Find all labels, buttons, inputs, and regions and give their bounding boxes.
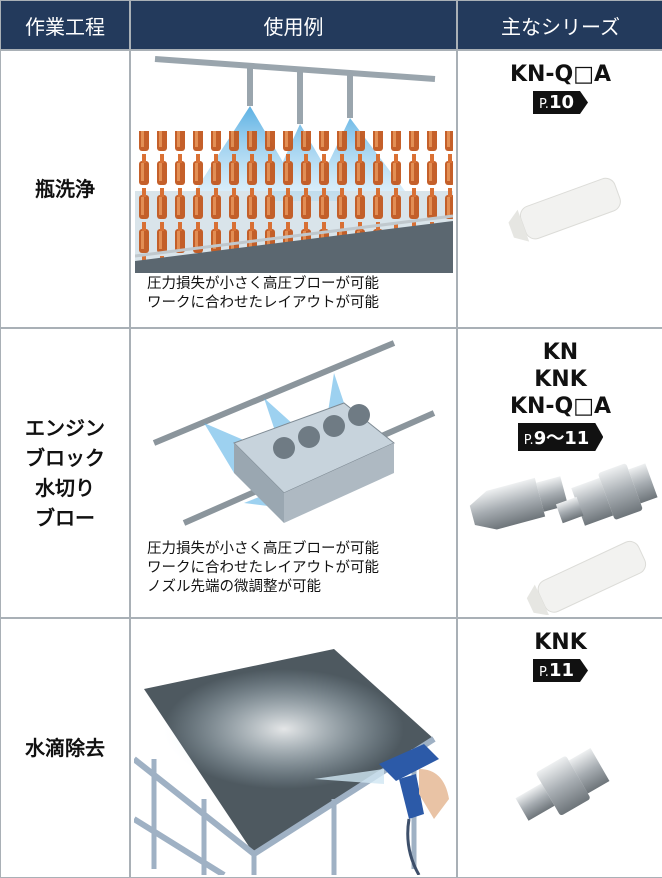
process-cell: エンジンブロック水切りブロー: [1, 329, 129, 617]
page-number: 9～11: [533, 428, 590, 449]
text-line: 水滴除去: [25, 736, 105, 760]
text-line: 水切り: [35, 476, 95, 500]
engine-block-illustration: [152, 340, 435, 526]
text-line: KN-Q□A: [509, 394, 612, 419]
text-line: 圧力損失が小さく高圧ブローが可能: [147, 541, 379, 557]
text-line: KNK: [534, 630, 587, 655]
usage-cell: [131, 619, 456, 877]
page-number: 10: [548, 92, 574, 113]
nozzle-image: [507, 177, 621, 242]
series-names: KN-Q□A: [510, 61, 611, 88]
text-line: KN: [542, 340, 579, 365]
series-cell: KNK P. 11: [458, 619, 662, 877]
description: 圧力損失が小さく高圧ブローが可能 ワークに合わせたレイアウトが可能: [131, 275, 379, 313]
nozzle-image: [515, 748, 609, 821]
bottle-wash-illustration: [134, 51, 453, 273]
text-line: ブロック: [25, 446, 105, 470]
series-names: KN KNK KN-Q□A: [510, 339, 611, 420]
text-line: エンジン: [25, 416, 105, 440]
header-cell: 主なシリーズ: [458, 1, 662, 49]
series-names: KNK: [534, 629, 587, 656]
text-line: KN-Q□A: [509, 62, 612, 87]
page-prefix: P.: [523, 433, 534, 448]
page-prefix: P.: [538, 97, 549, 112]
header-cell: 使用例: [131, 1, 456, 49]
text-line: ワークに合わせたレイアウトが可能: [147, 560, 379, 576]
description: 圧力損失が小さく高圧ブローが可能 ワークに合わせたレイアウトが可能 ノズル先端の微調…: [131, 540, 379, 597]
process-cell: 瓶洗浄: [1, 51, 129, 327]
water-removal-illustration: [133, 649, 449, 875]
usage-cell: 圧力損失が小さく高圧ブローが可能 ワークに合わせたレイアウトが可能: [131, 51, 456, 327]
page-prefix: P.: [538, 665, 549, 680]
header-cell: 作業工程: [1, 1, 129, 49]
text-line: 瓶洗浄: [35, 177, 95, 201]
series-cell: KN KNK KN-Q□A P. 9～11: [458, 329, 662, 617]
nozzle-images: [469, 463, 658, 615]
page-tag: P. 9～11: [518, 423, 604, 451]
page-number: 11: [548, 660, 574, 681]
text-line: ノズル先端の微調整が可能: [147, 579, 321, 595]
text-line: KNK: [534, 367, 587, 392]
text-line: 圧力損失が小さく高圧ブローが可能: [147, 276, 379, 292]
page-tag: P. 10: [533, 91, 588, 114]
series-cell: KN-Q□A P. 10: [458, 51, 662, 327]
process-cell: 水滴除去: [1, 619, 129, 877]
text-line: ブロー: [35, 506, 95, 530]
text-line: ワークに合わせたレイアウトが可能: [147, 295, 379, 311]
usage-cell: 圧力損失が小さく高圧ブローが可能 ワークに合わせたレイアウトが可能 ノズル先端の微調…: [131, 329, 456, 617]
page-tag: P. 11: [533, 659, 588, 682]
